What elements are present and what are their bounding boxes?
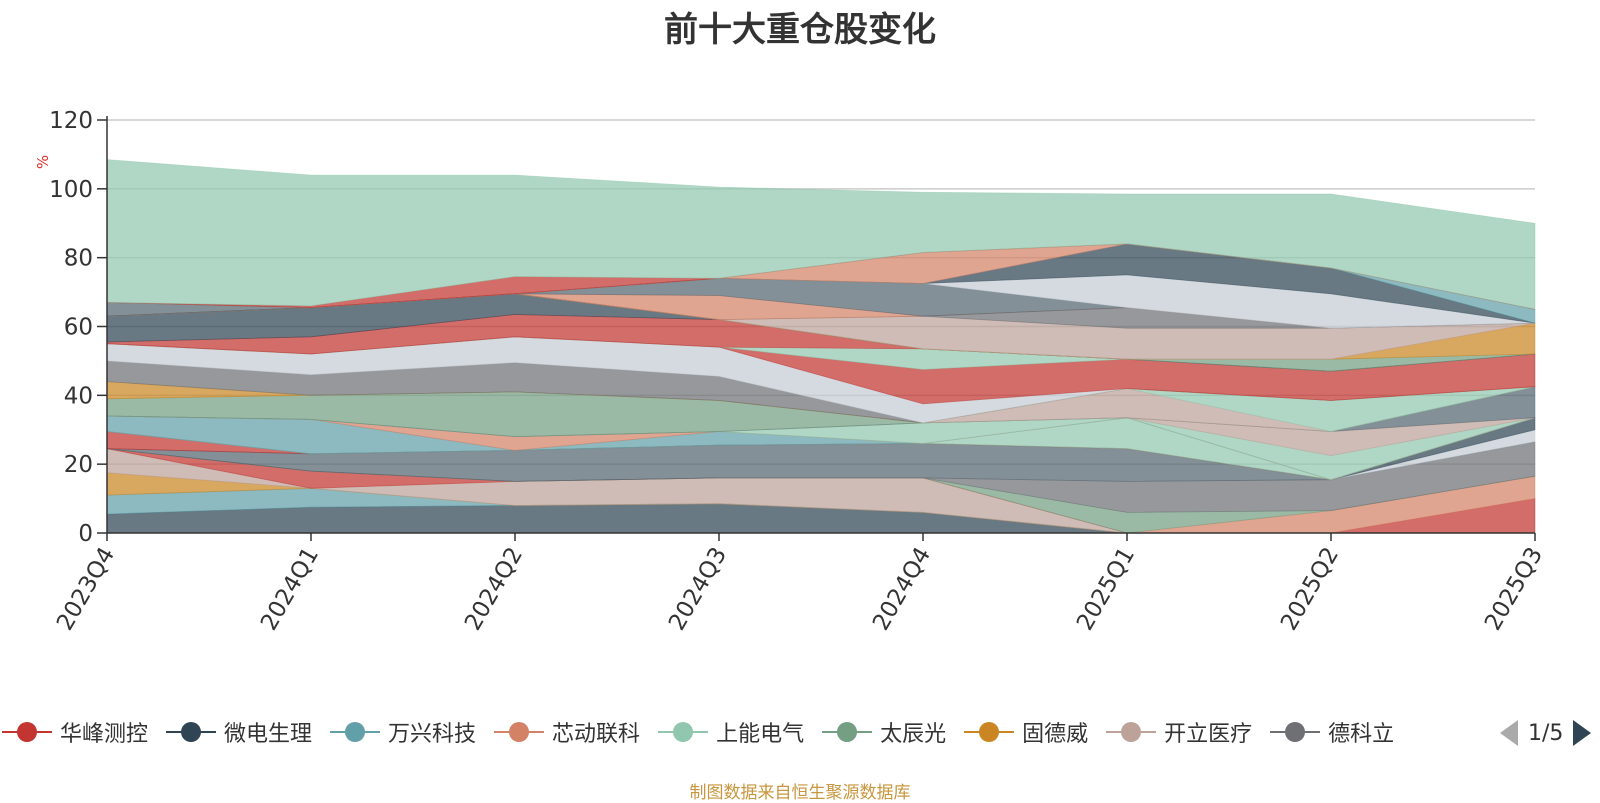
y-tick-label: 40 [64,383,93,409]
y-axis-label: % [34,155,52,169]
chart-area: 0 20 40 60 80 100 120% 2023Q4 2024Q1 2024Q2 2024Q3… [34,108,1548,635]
x-tick-label: 2025Q1 [1072,543,1140,635]
legend-pager: 1/5 [1498,718,1593,748]
legend-marker-icon [1106,722,1157,742]
legend-label: 万兴科技 [388,722,477,747]
legend-label: 太辰光 [880,722,947,747]
legend-marker-icon [822,722,873,742]
source-note: 制图数据来自恒生聚源数据库 [689,783,911,803]
legend-label: 芯动联科 [552,722,641,747]
legend-item[interactable]: 上能电气 [656,712,804,752]
y-tick-label: 120 [49,108,93,134]
y-tick-label: 80 [64,246,93,272]
y-tick-label: 20 [64,452,93,478]
legend-item[interactable]: 微电生理 [164,712,312,752]
legend-marker-icon [330,722,381,742]
next-page-icon[interactable] [1571,718,1593,748]
legend-label: 微电生理 [224,722,313,747]
legend-item[interactable]: 德科立 [1268,712,1394,752]
legend-marker-icon [166,722,217,742]
x-tick-label: 2025Q2 [1276,543,1344,635]
legend-item[interactable]: 芯动联科 [492,712,640,752]
x-tick-label: 2024Q1 [256,543,324,635]
y-tick-label: 0 [78,521,93,547]
x-tick-label: 2025Q3 [1480,543,1548,635]
chart-title: 前十大重仓股变化 [664,10,936,50]
legend-item[interactable]: 开立医疗 [1104,712,1252,752]
legend-marker-icon [1270,722,1321,742]
legend-marker-icon [964,722,1015,742]
pager-text: 1/5 [1528,720,1564,746]
legend: 华峰测控 微电生理 万兴科技 芯动联科 上能电气 太辰光 固德威 开立医疗 德科立 [0,712,1470,752]
legend-marker-icon [494,722,545,742]
legend-item[interactable]: 太辰光 [820,712,946,752]
legend-marker-icon [2,722,52,742]
legend-item[interactable]: 华峰测控 [0,712,148,752]
x-tick-label: 2024Q3 [664,543,732,635]
x-tick-label: 2024Q2 [460,543,528,635]
legend-label: 开立医疗 [1164,722,1253,747]
legend-label: 上能电气 [716,722,805,747]
x-tick-label: 2024Q4 [868,543,936,635]
legend-label: 华峰测控 [60,722,149,747]
legend-label: 德科立 [1328,722,1395,747]
x-tick-label: 2023Q4 [52,543,120,635]
prev-page-icon[interactable] [1498,718,1520,748]
legend-item[interactable]: 固德威 [962,712,1088,752]
y-tick-label: 60 [64,315,93,341]
y-tick-label: 100 [49,177,93,203]
series-layer [106,159,1536,534]
legend-label: 固德威 [1022,722,1089,747]
legend-item[interactable]: 万兴科技 [328,712,476,752]
legend-marker-icon [658,722,709,742]
area-series-40[interactable] [106,159,1536,310]
